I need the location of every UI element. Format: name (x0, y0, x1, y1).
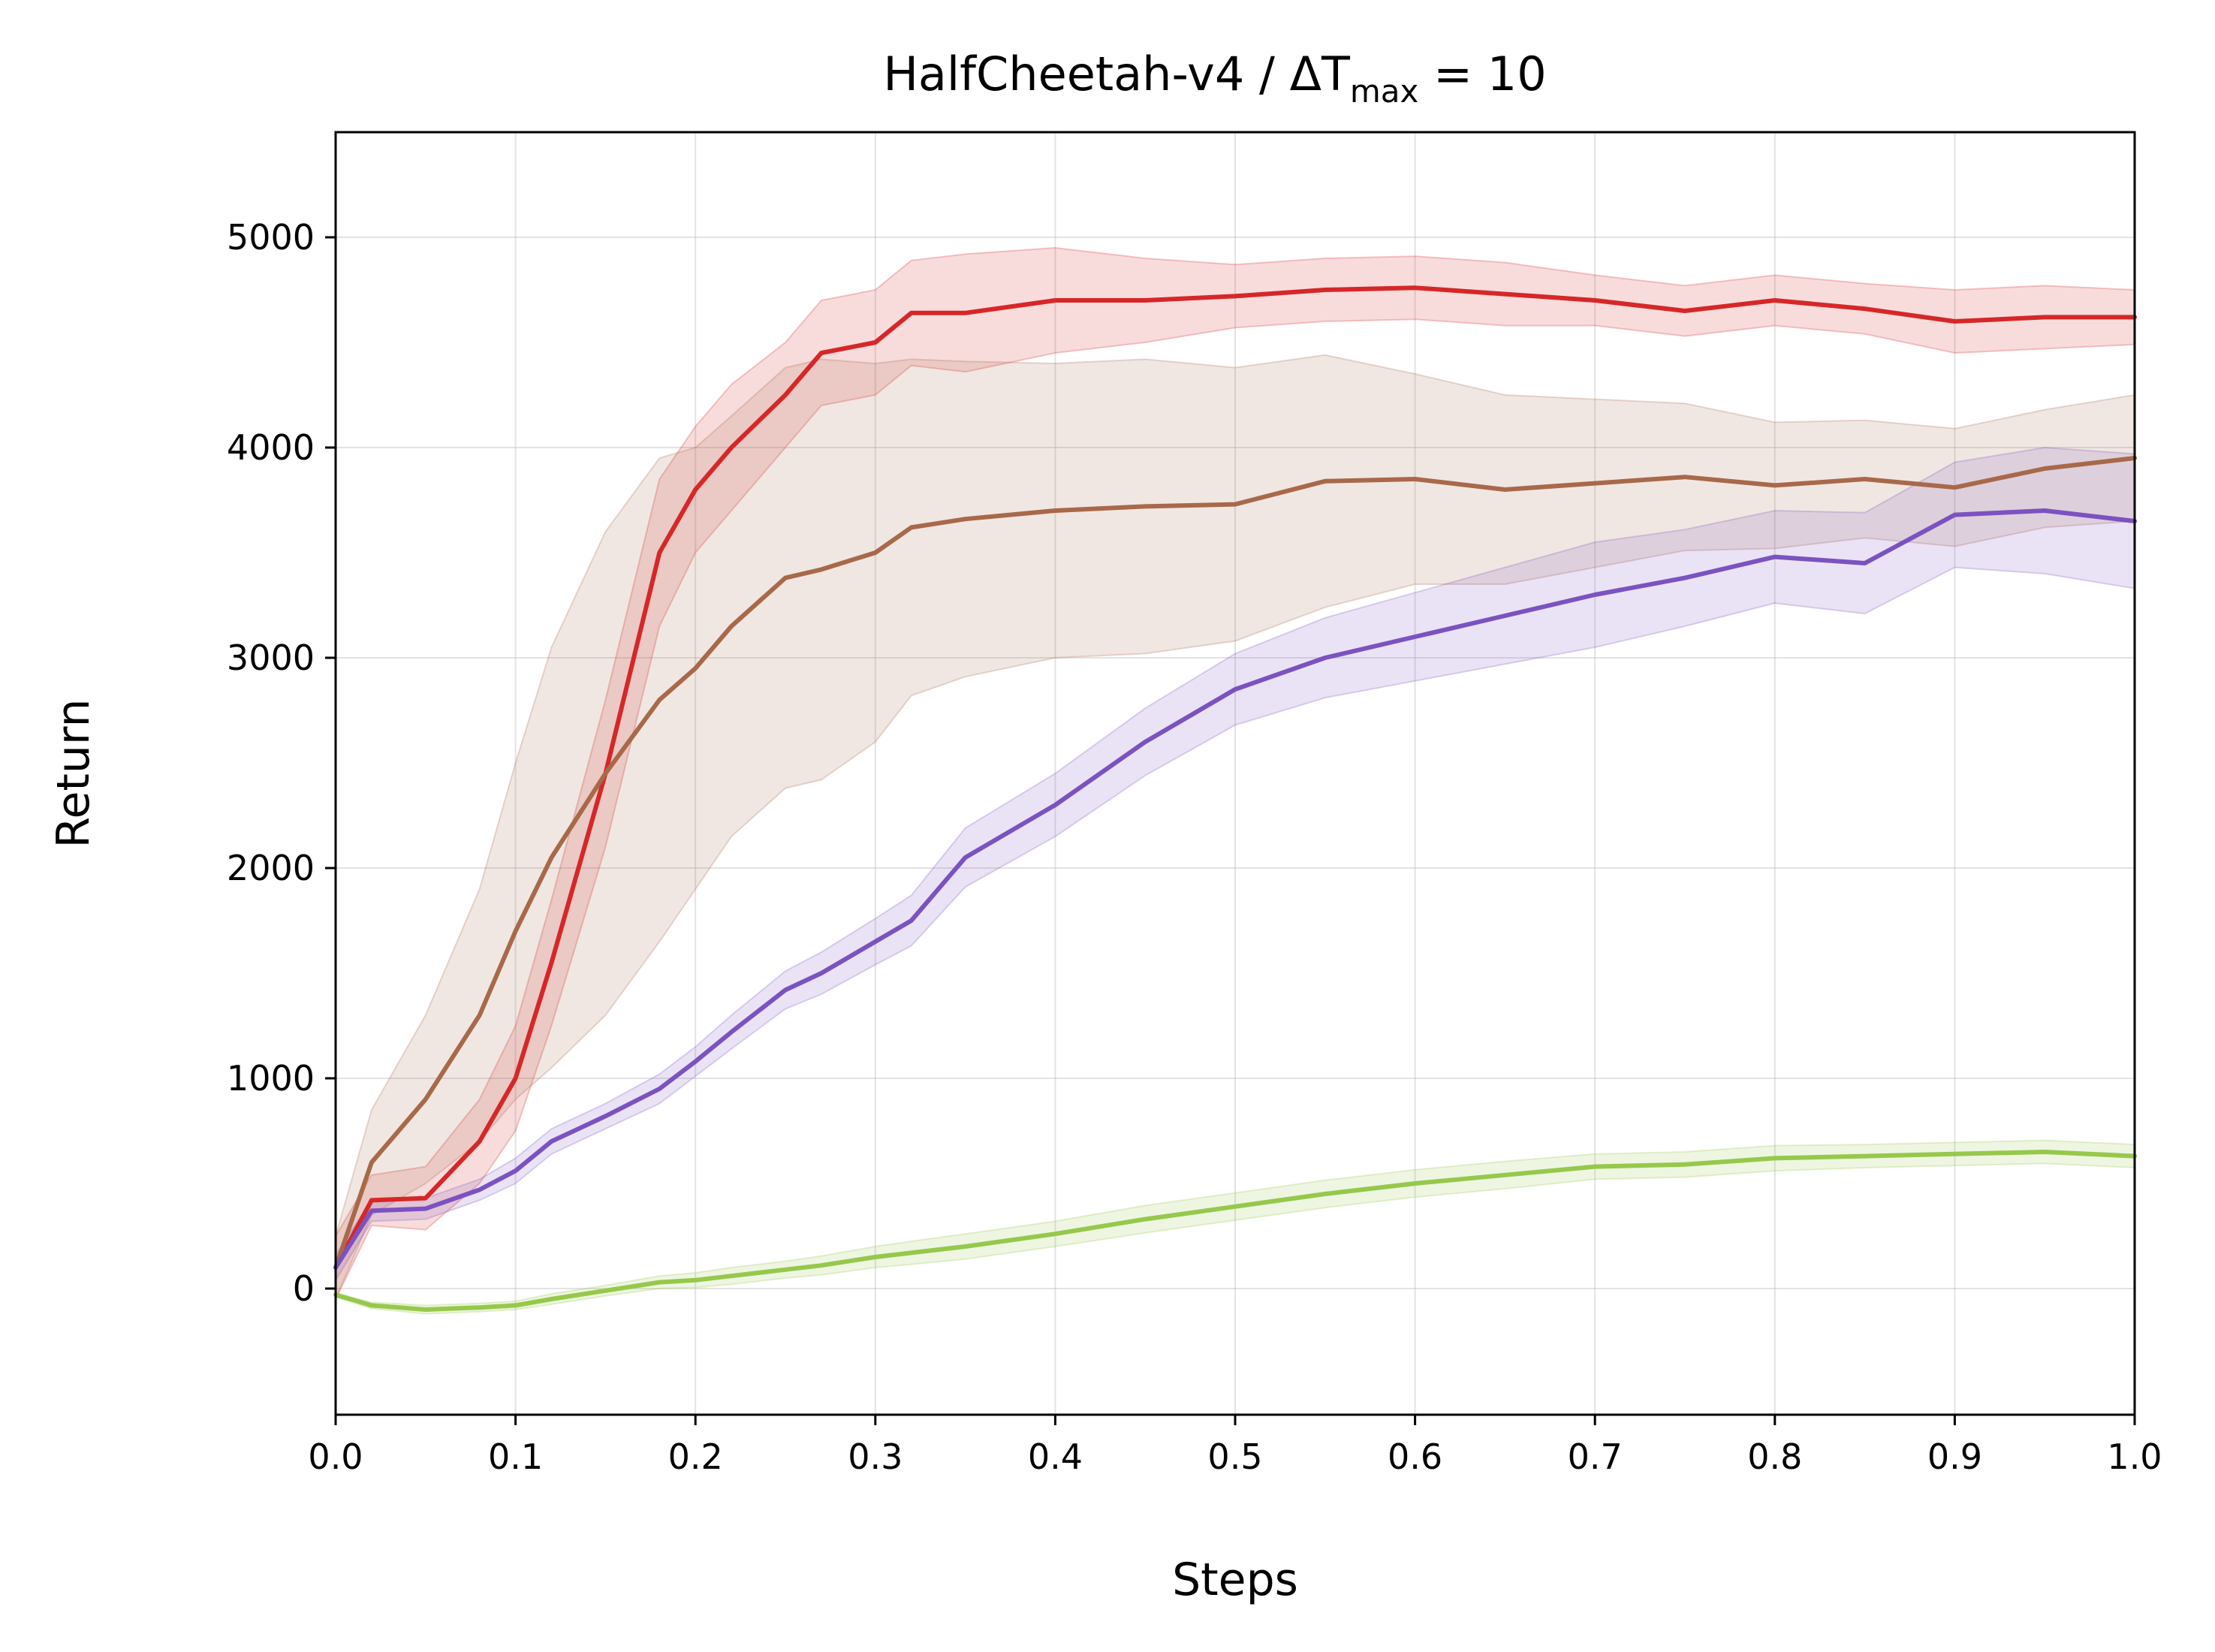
x-tick-label: 0.6 (1388, 1436, 1442, 1477)
y-tick-label: 1000 (227, 1058, 315, 1099)
x-tick-label: 0.9 (1927, 1436, 1982, 1477)
chart-title-subscript: max (1350, 73, 1419, 110)
x-axis-label: Steps (1172, 1554, 1298, 1606)
series-0-line (333, 285, 2137, 1270)
x-tick-label: 0.8 (1747, 1436, 1802, 1477)
x-tick-label: 0.5 (1207, 1436, 1262, 1477)
x-tick-label: 0.7 (1568, 1436, 1623, 1477)
series-1-line (333, 456, 2137, 1270)
chart-title: HalfCheetah-v4 / ΔTmax = 10 (883, 47, 1546, 110)
y-tick-label: 3000 (227, 638, 315, 678)
y-tick-label: 0 (293, 1268, 315, 1309)
chart-title-prefix: HalfCheetah-v4 / ΔT (883, 47, 1351, 101)
x-tick-label: 0.3 (848, 1436, 903, 1477)
x-tick-label: 0.0 (308, 1436, 363, 1477)
series-lines (333, 285, 2137, 1312)
x-tick-label: 0.1 (488, 1436, 543, 1477)
x-axis-ticks: 0.0 0.1 0.2 0.3 0.4 0.5 0.6 0.7 0.8 0.9 1.0 (308, 1415, 2162, 1477)
series-3-line (333, 1150, 2137, 1312)
y-axis-label: Return (47, 698, 100, 848)
x-tick-label: 0.4 (1028, 1436, 1083, 1477)
series-2-line (333, 508, 2137, 1270)
x-tick-label: 1.0 (2107, 1436, 2162, 1477)
y-axis-ticks: 0 1000 2000 3000 4000 5000 (227, 217, 336, 1309)
chart-title-suffix: = 10 (1418, 47, 1546, 101)
y-tick-label: 4000 (227, 427, 315, 468)
y-tick-label: 2000 (227, 848, 315, 888)
y-tick-label: 5000 (227, 217, 315, 258)
x-tick-label: 0.2 (668, 1436, 723, 1477)
